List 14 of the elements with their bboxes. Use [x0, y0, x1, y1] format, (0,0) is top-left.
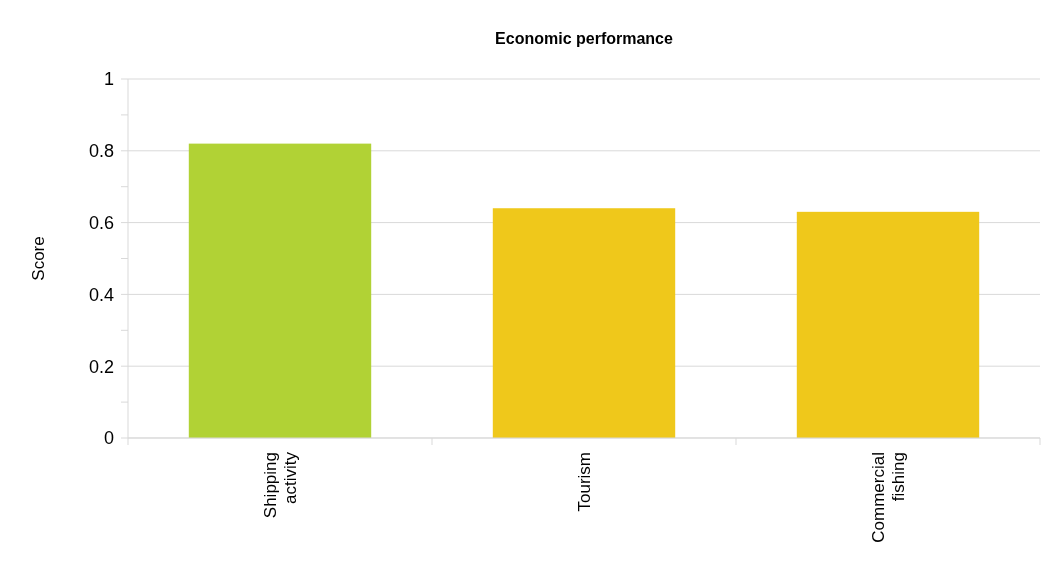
- chart-title: Economic performance: [495, 30, 674, 47]
- y-tick-label: 0.4: [88, 284, 114, 305]
- bar: [188, 143, 372, 438]
- y-tick-label: 1: [103, 69, 114, 90]
- y-axis-title: Score: [29, 236, 48, 281]
- bar: [492, 208, 676, 438]
- x-tick-label: Tourism: [574, 452, 594, 512]
- y-tick-label: 0.8: [88, 141, 114, 162]
- x-tick-label: Commercial fishing: [868, 452, 908, 543]
- bar: [796, 211, 980, 438]
- y-tick-label: 0: [103, 428, 114, 449]
- y-tick-label: 0.6: [88, 212, 114, 233]
- y-tick-label: 0.2: [88, 356, 114, 377]
- x-tick-label: Shipping activity: [260, 451, 300, 519]
